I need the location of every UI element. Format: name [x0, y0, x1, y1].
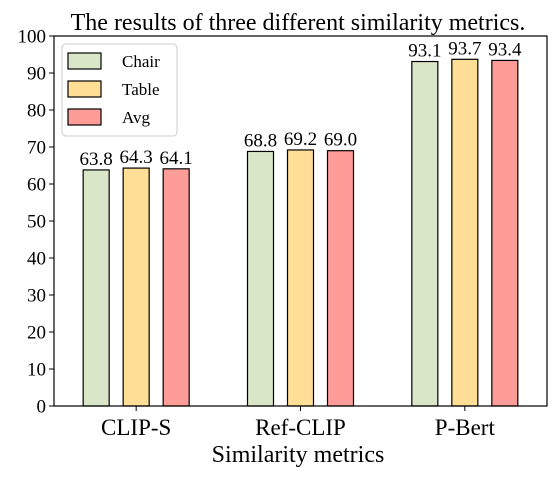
y-tick-label: 70	[27, 138, 46, 159]
bar-avg	[162, 168, 190, 407]
x-tick-label: Ref-CLIP	[255, 415, 346, 440]
y-tick-label: 0	[37, 397, 47, 418]
x-tick-label: P-Bert	[435, 415, 496, 440]
y-axis: 0 10 20 30 40 50 60 70 80 90 100	[18, 27, 54, 418]
value-label: 68.8	[244, 130, 277, 151]
bar-table	[122, 167, 150, 407]
y-tick-label: 40	[27, 249, 46, 270]
bar-chair	[411, 60, 439, 407]
plot-frame	[53, 35, 548, 407]
y-tick-label: 80	[27, 101, 46, 122]
x-axis-label: Similarity metrics	[212, 442, 385, 468]
value-label: 93.4	[488, 39, 522, 60]
legend-label: Table	[122, 80, 160, 99]
value-label: 69.0	[324, 130, 357, 151]
legend-swatch-table	[67, 80, 102, 98]
value-label: 64.3	[120, 147, 153, 168]
value-labels-group: 63.8 64.3 64.1 68.8 69.2 69.0 93.1 93.7 93.4	[80, 38, 522, 170]
bar-avg	[326, 150, 355, 407]
x-tick-label: CLIP-S	[101, 415, 171, 440]
bar-table	[286, 149, 315, 407]
y-tick-label: 20	[27, 323, 46, 344]
y-tick-label: 30	[27, 286, 46, 307]
value-label: 93.7	[448, 38, 481, 59]
y-tick-label: 60	[27, 175, 46, 196]
y-tick-label: 90	[27, 64, 46, 85]
legend-swatch-avg	[67, 108, 102, 126]
y-tick-label: 50	[27, 212, 46, 233]
bar-table	[451, 58, 479, 407]
value-label: 69.2	[284, 129, 317, 150]
legend: Chair Table Avg	[61, 43, 178, 137]
bar-chair	[82, 169, 110, 407]
x-axis: CLIP-S Ref-CLIP P-Bert	[101, 406, 495, 440]
legend-swatch-chair	[67, 52, 102, 70]
y-tick-label: 100	[18, 27, 47, 48]
legend-label: Chair	[122, 52, 160, 71]
chart-title: The results of three different similarit…	[71, 10, 526, 36]
value-label: 93.1	[408, 41, 441, 62]
bar-chair	[246, 150, 275, 407]
value-label: 63.8	[80, 149, 113, 170]
bars-group	[82, 58, 519, 407]
bar-avg	[491, 59, 519, 407]
legend-label: Avg	[122, 108, 151, 127]
y-tick-label: 10	[27, 360, 46, 381]
value-label: 64.1	[160, 148, 193, 169]
